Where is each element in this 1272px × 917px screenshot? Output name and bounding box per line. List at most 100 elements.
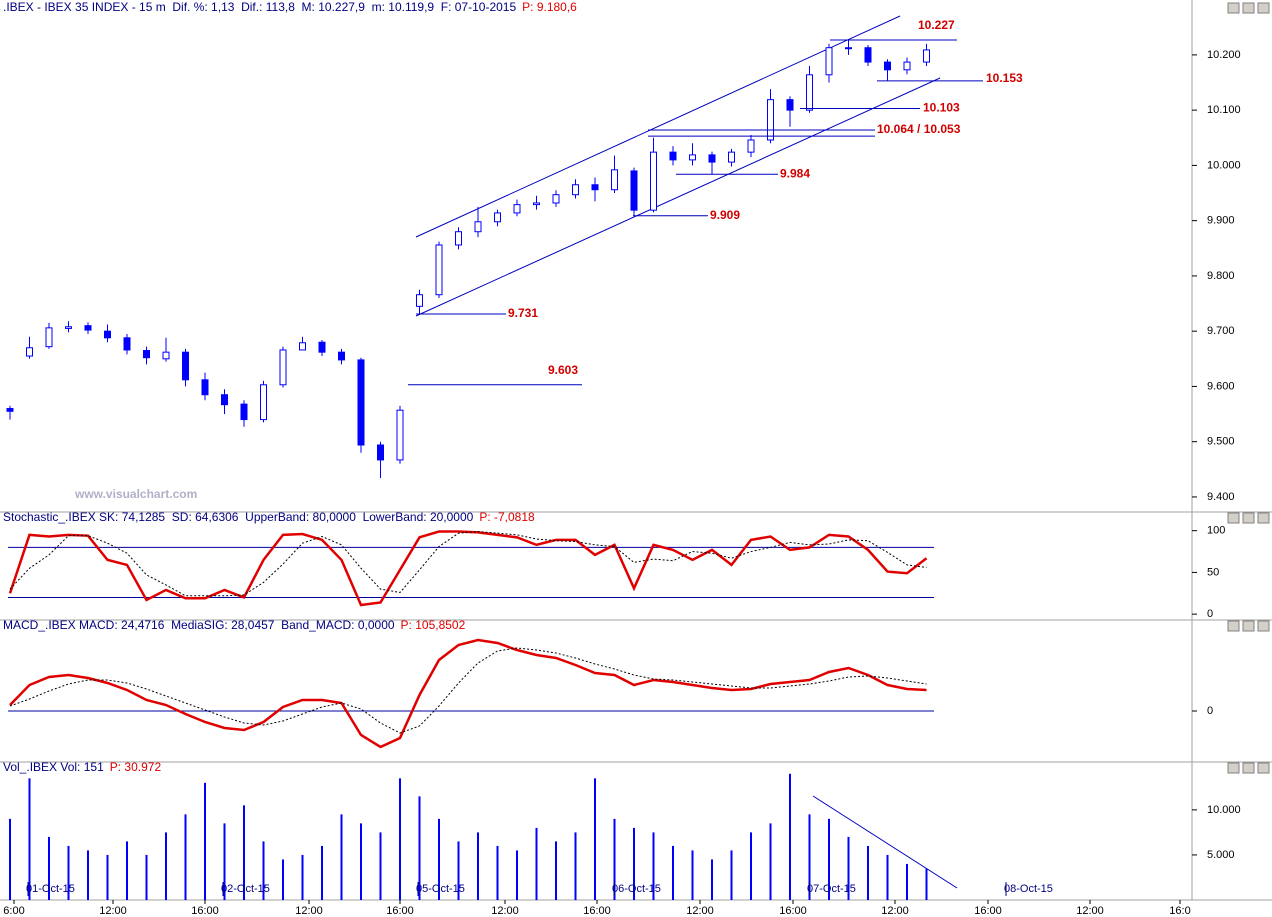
y-tick-label: 10.000 [1207,804,1241,816]
y-tick-label: 9.500 [1207,436,1235,448]
volume-bar [555,841,557,900]
window-button[interactable] [1242,2,1255,14]
volume-bar [438,818,440,900]
candle-body [221,394,228,406]
level-label: 9.984 [780,166,810,180]
volume-bar [399,778,401,900]
volume-bar [145,854,148,900]
volume-bar [574,832,577,900]
candle-body [143,350,150,359]
y-tick-label: 100 [1207,525,1225,537]
volume-bar [28,778,31,900]
candle-body [533,202,540,206]
candle-body [669,151,677,161]
panel-title-extra: P: 9.180,6 [522,0,577,14]
volume-bar [867,845,869,900]
volume-bar [301,854,304,900]
volume-bar [457,841,460,900]
volume-bar [613,818,616,900]
candle-body [923,49,930,63]
window-button[interactable] [1257,2,1270,14]
volume-bar [769,823,772,900]
volume-bar [516,850,518,900]
volume-bar [379,832,382,900]
volume-bar [477,832,479,900]
x-tick-label: 12:00 [1076,905,1104,917]
x-tick-label: 12:00 [99,905,127,917]
x-tick-label: 12:00 [686,905,714,917]
x-tick-label: 6:00 [3,905,24,917]
x-tick-label: 16:00 [974,905,1002,917]
y-tick-label: 5.000 [1207,849,1235,861]
window-button[interactable] [1257,512,1270,524]
volume-bar [925,868,928,900]
candle-body [396,409,404,461]
date-label: 08-Oct-15 [1004,883,1053,895]
plot-area: 10.227 10.153 10.103 10.064 / 10.053 9.984 9.… [6,18,1023,900]
x-tick-label: 12:00 [295,905,323,917]
window-button[interactable] [1242,762,1255,774]
level-label: 10.103 [923,101,960,115]
candle-body [104,330,111,339]
volume-bar [87,850,89,900]
y-tick-label: 10.100 [1207,104,1241,116]
volume-bar [594,778,596,900]
candle-body [552,194,560,204]
x-tick-label: 16:00 [779,905,807,917]
candle-body [455,231,462,246]
series-line [9,647,927,734]
volume-bar [67,845,70,900]
y-tick-label: 0 [1207,608,1213,620]
x-tick-label: 16:0 [1169,905,1190,917]
window-button[interactable] [1227,512,1240,524]
volume-bar [340,814,343,900]
window-button[interactable] [1227,620,1240,632]
candle-body [786,99,794,111]
candle-body [45,327,53,348]
window-button[interactable] [1227,2,1240,14]
volume-bar [418,796,421,900]
x-tick-label: 16:00 [386,905,414,917]
candle-body [494,212,501,223]
window-button[interactable] [1242,620,1255,632]
y-tick-label: 9.600 [1207,380,1235,392]
window-button[interactable] [1257,762,1270,774]
volume-bar [906,863,908,900]
x-tick-label: 12:00 [881,905,909,917]
candle-body [630,170,638,211]
level-label: 9.603 [548,363,578,377]
candle-body [65,326,72,329]
panel-title: Vol_.IBEX Vol: 151 [3,760,104,774]
candle-body [123,337,131,351]
volume-bar [321,845,323,900]
y-tick-label: 9.400 [1207,491,1235,503]
date-label: 01-Oct-15 [26,883,75,895]
window-button[interactable] [1227,762,1240,774]
candle-body [435,244,443,296]
window-button[interactable] [1242,512,1255,524]
window-button[interactable] [1257,620,1270,632]
volume-bar [282,859,284,900]
volume-bar [262,841,265,900]
panel-title-extra: P: 30.972 [110,760,162,774]
candle-body [591,184,599,191]
volume-bar [243,805,245,900]
volume-bar [48,836,50,900]
volume-bar [750,832,752,900]
date-label: 02-Oct-15 [221,883,270,895]
series-line [8,530,928,607]
volume-bar [633,827,635,900]
candle-body [474,221,482,233]
candle-body [201,379,209,396]
candle-body [864,47,872,63]
candle-body [162,351,170,360]
candle-body [6,408,14,412]
candle-body [825,47,833,76]
volume-bar [691,850,694,900]
x-tick-label: 12:00 [491,905,519,917]
candle-body [689,154,696,161]
candle-body [240,403,248,421]
candle-body [572,184,579,196]
